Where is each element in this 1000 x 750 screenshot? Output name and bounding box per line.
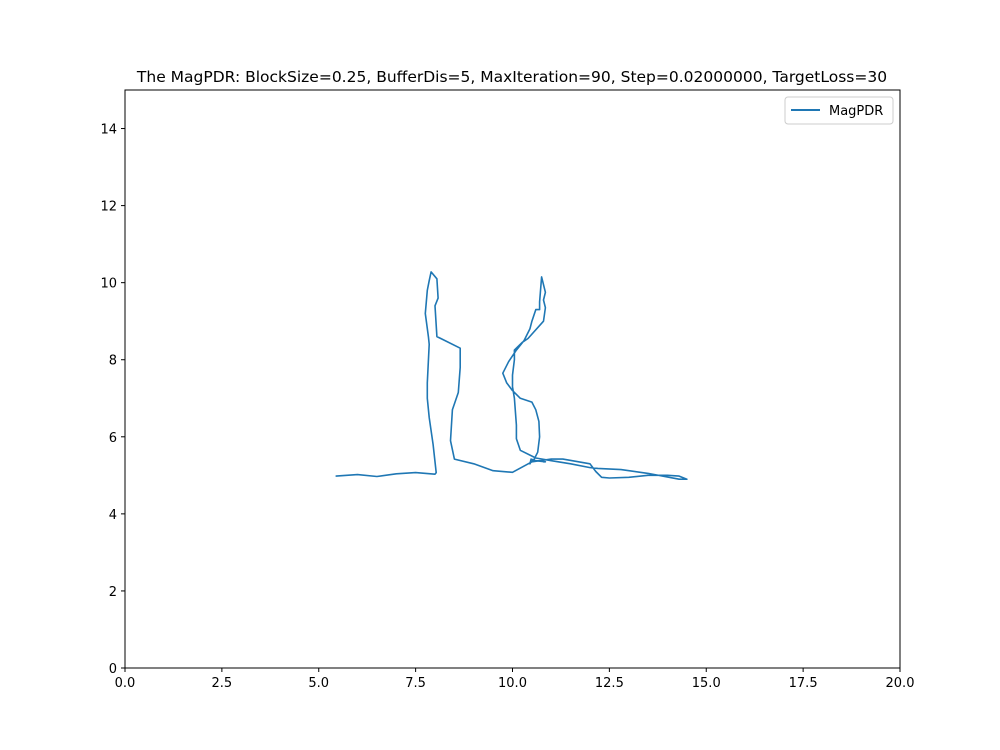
plot-area (335, 271, 688, 481)
x-tick-label: 0.0 (115, 676, 136, 691)
y-tick-label: 8 (109, 354, 117, 369)
y-tick-label: 6 (109, 431, 117, 446)
x-tick-label: 17.5 (789, 676, 818, 691)
legend: MagPDR (784, 96, 894, 125)
axis-ticks: 0.0 2.5 5.0 7.5 10.0 12.5 15.0 17.5 20.0 0 2 4 6 8 10 1… (100, 123, 914, 691)
x-tick-label: 10.0 (498, 676, 527, 691)
y-tick-label: 12 (100, 200, 117, 215)
x-tick-label: 5.0 (308, 676, 329, 691)
x-tick-label: 2.5 (212, 676, 233, 691)
y-tick-label: 14 (100, 123, 117, 138)
chart-title: The MagPDR: BlockSize=0.25, BufferDis=5,… (136, 68, 887, 86)
x-tick-label: 20.0 (886, 676, 915, 691)
legend-label-magpdr: MagPDR (829, 104, 883, 119)
y-tick-label: 4 (109, 508, 117, 523)
series-line-magpdr (335, 271, 688, 481)
x-tick-label: 12.5 (595, 676, 624, 691)
y-tick-label: 10 (100, 277, 117, 292)
y-tick-label: 2 (109, 585, 117, 600)
x-tick-label: 15.0 (692, 676, 721, 691)
legend-box (784, 96, 894, 125)
x-tick-label: 7.5 (405, 676, 426, 691)
y-tick-label: 0 (109, 662, 117, 677)
